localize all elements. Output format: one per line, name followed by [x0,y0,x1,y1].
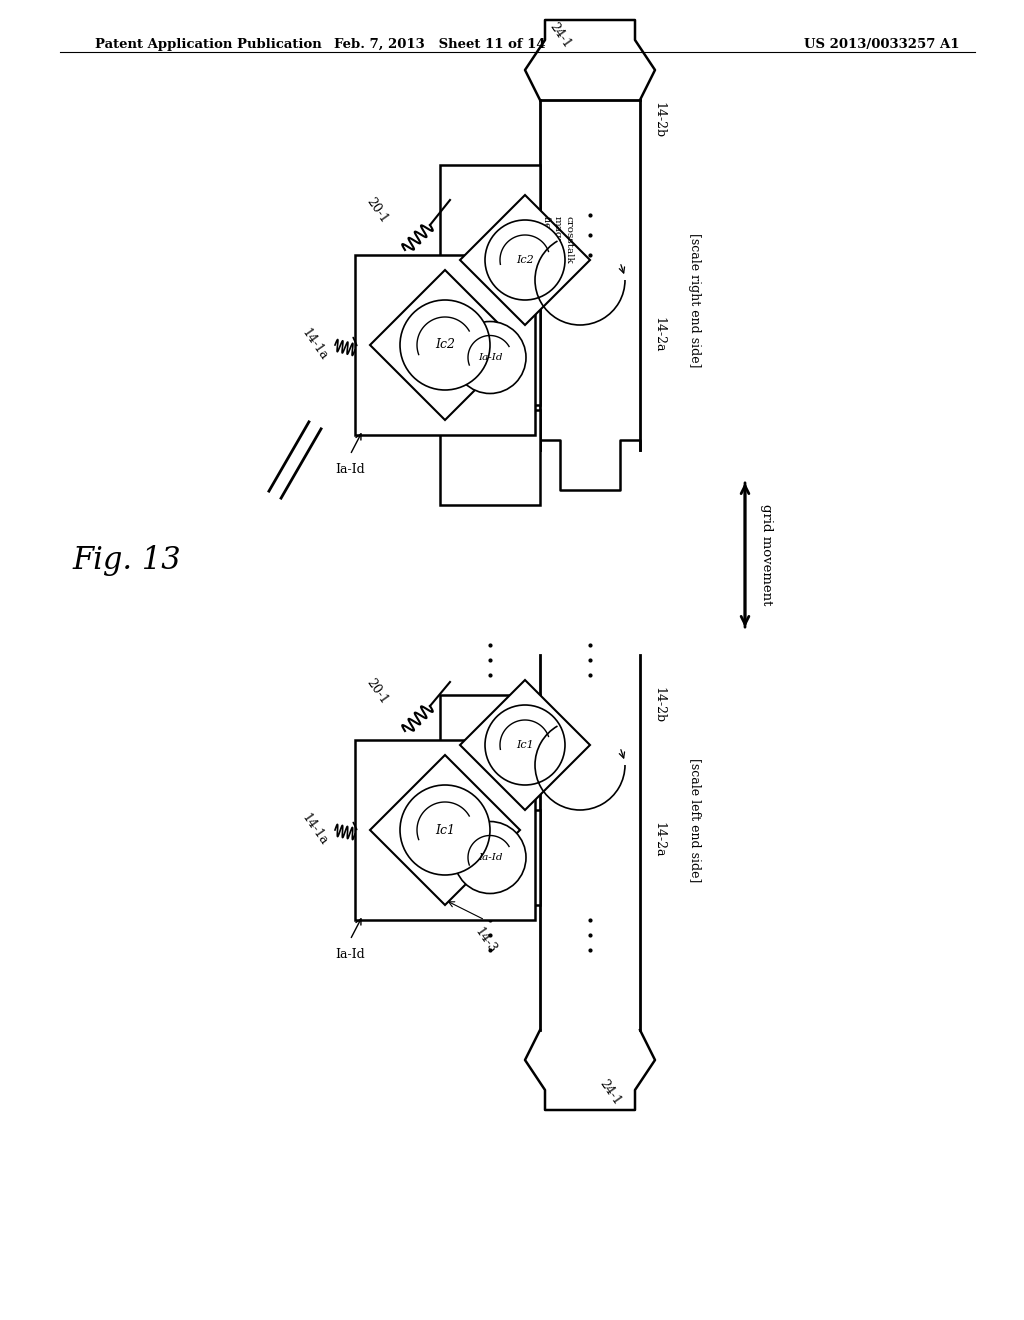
Text: crosstalk
magnetic
field: crosstalk magnetic field [542,215,573,264]
Text: 20-1: 20-1 [364,676,390,706]
Bar [440,411,540,506]
Text: Ia-Id: Ia-Id [335,948,365,961]
Bar [440,310,540,405]
Text: 14-1a: 14-1a [299,812,330,849]
Text: Fig. 13: Fig. 13 [72,544,180,576]
Text: 24-1: 24-1 [547,20,573,50]
Text: [scale right end side]: [scale right end side] [688,232,701,367]
Text: US 2013/0033257 A1: US 2013/0033257 A1 [805,38,961,51]
Circle shape [400,785,490,875]
Text: Ia-Id: Ia-Id [478,853,502,862]
Bar [440,696,540,789]
Circle shape [454,322,526,393]
Text: 14-3: 14-3 [472,925,499,956]
Text: grid movement: grid movement [760,504,773,606]
Text: 14-2a: 14-2a [652,822,665,858]
Text: crosstalk
magnetic
field: crosstalk magnetic field [518,240,549,289]
Circle shape [400,300,490,389]
Text: Patent Application Publication: Patent Application Publication [95,38,322,51]
Polygon shape [370,271,520,420]
Circle shape [485,220,565,300]
Text: Ia-Id: Ia-Id [478,352,502,362]
Bar [440,810,540,906]
Circle shape [454,821,526,894]
Text: crosstalk
magnetic
field: crosstalk magnetic field [518,721,549,770]
Text: 14-1a: 14-1a [299,326,330,363]
Text: 14-2b: 14-2b [652,686,665,723]
Polygon shape [460,195,590,325]
Bar [355,255,535,436]
Circle shape [485,705,565,785]
Bar [440,165,540,260]
Text: Feb. 7, 2013   Sheet 11 of 14: Feb. 7, 2013 Sheet 11 of 14 [334,38,546,51]
Text: Ic2: Ic2 [516,255,534,265]
Text: 14-2a: 14-2a [652,317,665,352]
Text: 24-1: 24-1 [597,1077,624,1107]
Text: Ic2: Ic2 [435,338,455,351]
Polygon shape [370,755,520,906]
Bar [355,741,535,920]
Text: Ic1: Ic1 [435,824,455,837]
Text: Ia-Id: Ia-Id [335,463,365,477]
Polygon shape [460,680,590,810]
Text: Ic1: Ic1 [516,741,534,750]
Text: 14-2b: 14-2b [652,102,665,139]
Text: 20-1: 20-1 [364,195,390,226]
Text: [scale left end side]: [scale left end side] [688,758,701,882]
